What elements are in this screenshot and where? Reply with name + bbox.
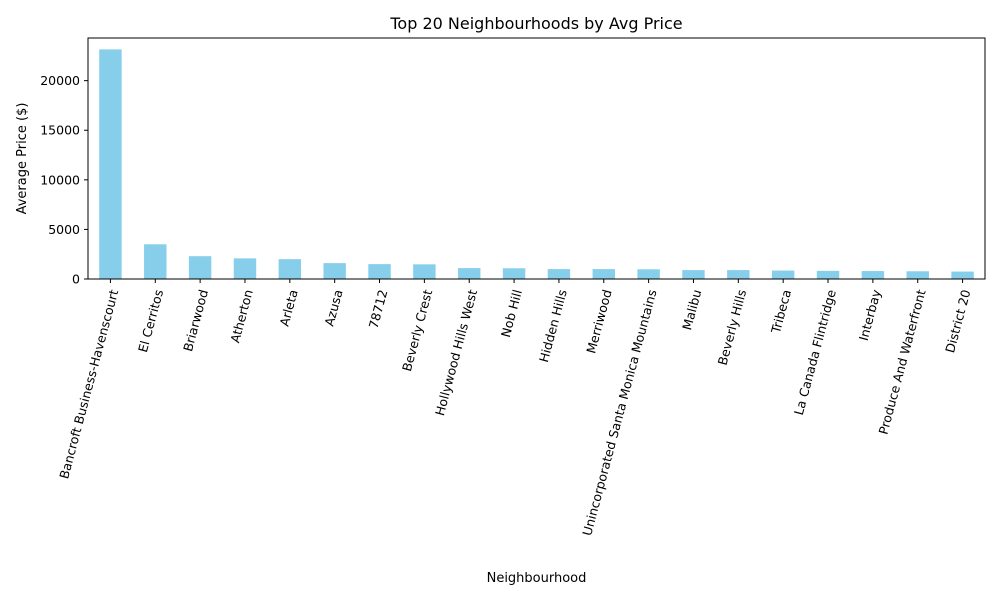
y-axis-ticks: 0 5000 10000 15000 20000 [40,73,88,287]
x-tick-label: Malibu [679,288,704,332]
x-tick-label: Briarwood [180,288,211,353]
bar-3 [188,256,212,279]
x-axis-label: Neighbourhood [487,571,587,586]
bar-7 [368,264,391,279]
bar-11 [547,269,571,279]
bars-group [99,49,974,279]
x-axis-ticks: Bancroft Business-Havenscourt El Cerritos… [56,279,973,537]
x-tick-label: Hollywood Hills West [432,288,480,417]
x-tick-label: El Cerritos [135,288,166,354]
x-tick-label: Atherton [227,288,256,344]
x-tick-label: Hidden Hills [536,288,570,364]
bar-6 [323,263,346,279]
bar-18 [861,271,885,279]
bar-12 [592,269,615,279]
x-tick-label: Merriwood [583,288,614,355]
y-axis-label: Average Price ($) [15,103,30,215]
bar-2 [144,244,167,279]
bar-1 [99,49,122,279]
x-tick-label: 78712 [366,288,391,330]
x-tick-label: Produce And Waterfront [875,288,928,436]
bar-15 [727,270,750,279]
x-tick-label: Beverly Hills [715,288,750,367]
x-tick-label: Beverly Crest [399,288,435,373]
bar-8 [413,264,436,279]
y-tick-label: 10000 [40,172,80,187]
bar-16 [771,270,795,279]
bar-19 [906,271,929,279]
x-tick-label: Azusa [321,288,345,328]
y-tick-label: 15000 [40,123,80,138]
y-tick-label: 20000 [40,73,80,88]
bar-4 [233,258,257,279]
bar-17 [816,270,840,279]
x-tick-label: Tribeca [768,288,794,336]
x-tick-label: District 20 [942,288,973,354]
bar-20 [951,271,974,279]
bar-10 [502,268,526,279]
x-tick-label: Bancroft Business-Havenscourt [56,288,121,481]
x-tick-label: La Canada Flintridge [791,288,839,417]
y-tick-label: 5000 [48,222,80,237]
bar-13 [637,269,660,279]
x-tick-label: Arleta [277,288,301,328]
bar-5 [278,259,302,279]
plot-frame [87,37,986,280]
x-tick-label: Nob Hill [498,288,525,339]
bar-9 [458,268,481,279]
y-tick-label: 0 [72,272,80,287]
x-tick-label: Interbay [856,287,884,342]
bar-14 [682,270,705,279]
chart-title: Top 20 Neighbourhoods by Avg Price [389,14,682,33]
